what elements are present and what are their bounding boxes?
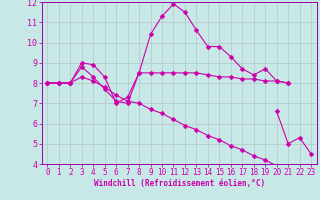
X-axis label: Windchill (Refroidissement éolien,°C): Windchill (Refroidissement éolien,°C)	[94, 179, 265, 188]
